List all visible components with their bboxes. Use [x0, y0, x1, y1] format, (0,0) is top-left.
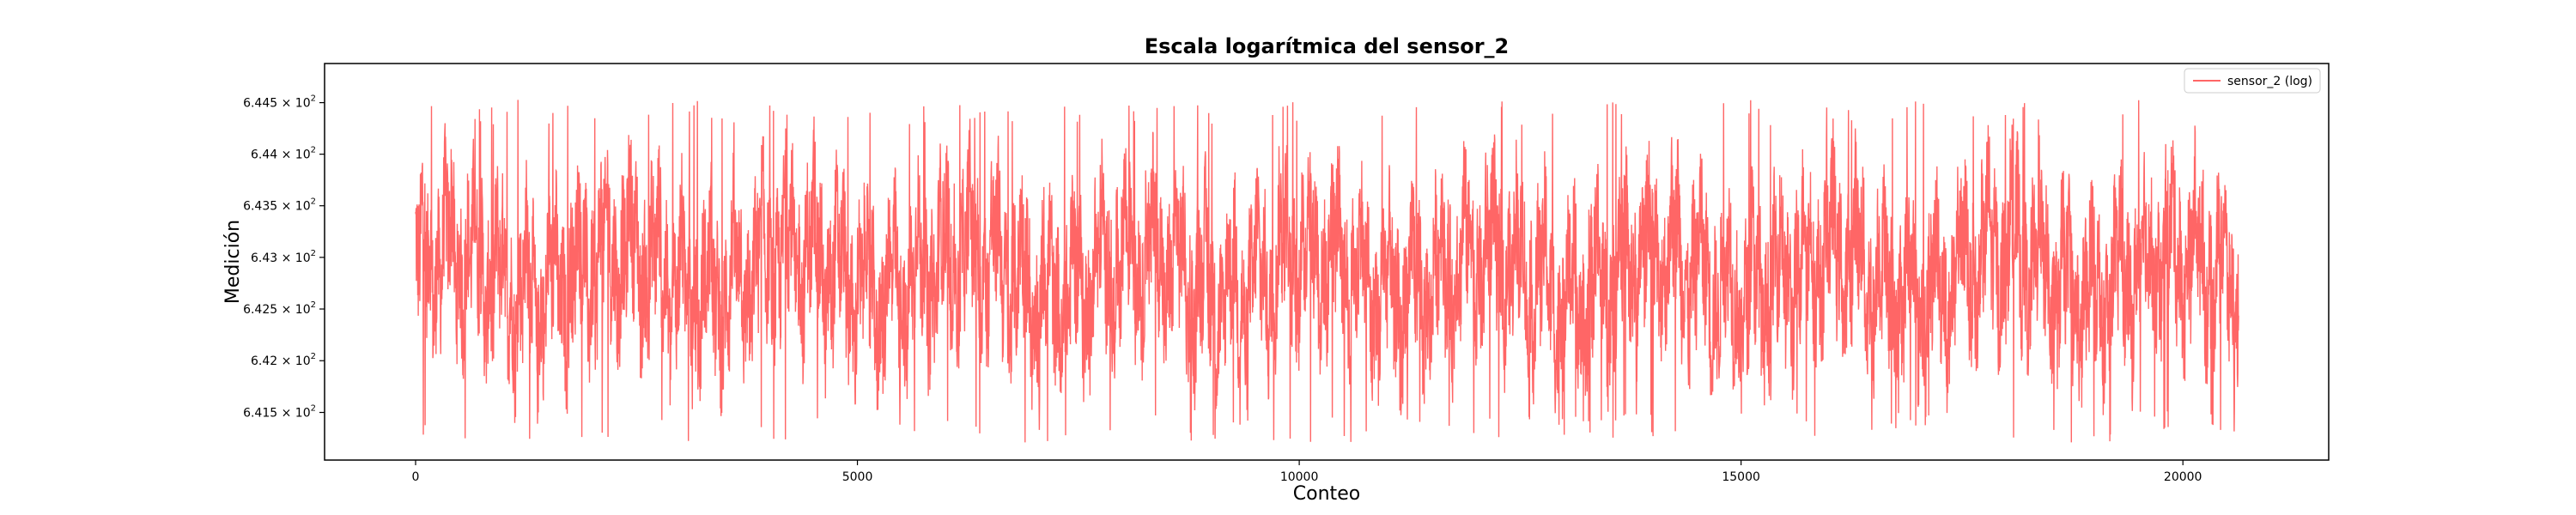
x-axis-ticks: 0 5000 10000 15000 20000 — [412, 460, 2202, 484]
legend-label: sensor_2 (log) — [2227, 75, 2312, 88]
x-axis-label: Conteo — [1293, 483, 1360, 505]
y-tick-label: 6.42 × 102 — [251, 352, 316, 368]
x-tick-label: 0 — [412, 470, 420, 484]
y-tick-label: 6.44 × 102 — [251, 146, 316, 162]
legend: sensor_2 (log) — [2184, 68, 2321, 94]
x-tick-label: 5000 — [842, 470, 873, 484]
y-tick-label: 6.435 × 102 — [243, 197, 316, 214]
legend-box — [2184, 68, 2321, 94]
series-line-sensor-2 — [415, 100, 2239, 443]
y-axis-label: Medición — [222, 220, 244, 304]
y-tick-label: 6.415 × 102 — [243, 404, 316, 421]
x-tick-label: 15000 — [1722, 470, 1760, 484]
plot-frame — [324, 63, 2330, 461]
y-tick-label: 6.445 × 102 — [243, 94, 316, 111]
x-tick-label: 20000 — [2164, 470, 2202, 484]
y-axis-ticks: 6.415 × 102 6.42 × 102 6.425 × 102 6.43 × 1… — [243, 94, 325, 421]
y-tick-label: 6.425 × 102 — [243, 300, 316, 317]
chart-title: Escala logarítmica del sensor_2 — [1145, 34, 1510, 58]
x-tick-label: 10000 — [1280, 470, 1319, 484]
y-tick-label: 6.43 × 102 — [251, 249, 316, 265]
